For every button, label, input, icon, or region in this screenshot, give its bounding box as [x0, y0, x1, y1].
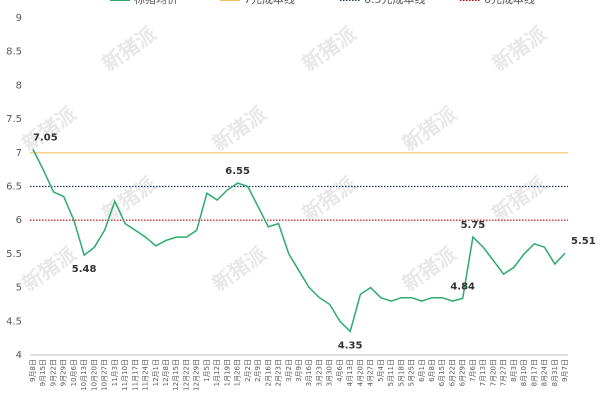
x-tick-label: 1月19日 — [223, 359, 231, 386]
x-tick-label: 10月27日 — [101, 359, 109, 391]
x-tick-label: 9月29日 — [60, 359, 68, 386]
value-label: 4.35 — [338, 340, 363, 351]
y-tick-label: 6 — [16, 215, 22, 226]
watermark: 新猪派 — [98, 21, 162, 76]
x-tick-label: 10月20日 — [90, 359, 98, 391]
value-label: 7.05 — [33, 132, 58, 143]
y-tick-label: 9 — [16, 13, 22, 24]
x-tick-label: 7月20日 — [489, 359, 497, 386]
x-tick-label: 11月24日 — [142, 359, 150, 391]
x-tick-label: 4月20日 — [356, 359, 364, 386]
x-tick-label: 5月4日 — [377, 359, 385, 382]
x-tick-label: 6月15日 — [438, 359, 446, 386]
value-label: 5.75 — [461, 220, 486, 231]
x-tick-label: 6月22日 — [448, 359, 456, 386]
x-tick-label: 5月25日 — [408, 359, 416, 386]
x-tick-label: 4月6日 — [336, 359, 344, 382]
x-tick-label: 8月24日 — [541, 359, 549, 386]
value-label: 5.51 — [571, 236, 596, 247]
x-tick-label: 11月3日 — [111, 359, 119, 386]
watermark: 新猪派 — [488, 21, 552, 76]
value-label: 4.84 — [450, 281, 475, 292]
x-tick-label: 11月17日 — [131, 359, 139, 391]
x-tick-label: 3月2日 — [285, 359, 293, 382]
x-tick-label: 2月23日 — [275, 359, 283, 386]
x-tick-label: 2月9日 — [254, 359, 262, 382]
y-tick-label: 7.5 — [6, 114, 22, 125]
x-tick-label: 5月18日 — [397, 359, 405, 386]
y-tick-label: 5 — [16, 283, 22, 294]
x-tick-label: 3月16日 — [305, 359, 313, 386]
x-tick-label: 8月3日 — [510, 359, 518, 382]
x-tick-label: 10月6日 — [70, 359, 78, 386]
x-tick-label: 2月16日 — [264, 359, 272, 386]
x-tick-label: 6月8日 — [428, 359, 436, 382]
x-tick-label: 7月13日 — [479, 359, 487, 386]
x-tick-label: 7月6日 — [469, 359, 477, 382]
watermark: 新猪派 — [398, 101, 462, 156]
x-tick-label: 3月9日 — [295, 359, 303, 382]
x-tick-label: 1月26日 — [234, 359, 242, 386]
watermark: 新猪派 — [298, 21, 362, 76]
value-label: 6.55 — [225, 166, 250, 177]
x-tick-label: 12月22日 — [182, 359, 190, 391]
x-tick-label: 1月12日 — [213, 359, 221, 386]
x-tick-label: 12月15日 — [172, 359, 180, 391]
x-tick-label: 12月29日 — [193, 359, 201, 391]
x-tick-label: 9月15日 — [39, 359, 47, 386]
y-tick-label: 6.5 — [6, 182, 22, 193]
legend-label: 7元成本线 — [244, 0, 295, 6]
x-tick-label: 12月8日 — [162, 359, 170, 386]
x-tick-label: 6月1日 — [418, 359, 426, 382]
x-tick-label: 4月13日 — [346, 359, 354, 386]
value-label: 5.48 — [72, 264, 97, 275]
watermark: 新猪派 — [488, 171, 552, 226]
x-tick-label: 9月22日 — [49, 359, 57, 386]
x-tick-label: 8月10日 — [520, 359, 528, 386]
x-tick-label: 1月5日 — [203, 359, 211, 382]
x-tick-label: 7月27日 — [500, 359, 508, 386]
y-tick-label: 8.5 — [6, 47, 22, 58]
x-tick-label: 9月8日 — [29, 359, 37, 382]
x-tick-label: 3月23日 — [315, 359, 323, 386]
x-tick-label: 3月30日 — [326, 359, 334, 386]
watermark: 新猪派 — [18, 101, 82, 156]
x-tick-label: 8月31日 — [551, 359, 559, 386]
x-tick-label: 9月7日 — [561, 359, 569, 382]
legend-label: 标猪均价 — [134, 0, 178, 6]
y-tick-label: 8 — [16, 80, 22, 91]
legend-label: 6元成本线 — [484, 0, 535, 6]
price-line — [32, 149, 566, 333]
y-tick-label: 7 — [16, 148, 22, 159]
x-tick-label: 8月17日 — [530, 359, 538, 386]
watermark: 新猪派 — [298, 171, 362, 226]
x-tick-label: 11月10日 — [121, 359, 129, 391]
x-tick-label: 2月2日 — [244, 359, 252, 382]
x-tick-label: 4月27日 — [367, 359, 375, 386]
y-tick-label: 5.5 — [6, 249, 22, 260]
y-tick-label: 4 — [16, 350, 22, 361]
watermark: 新猪派 — [208, 241, 272, 296]
x-tick-label: 12月1日 — [152, 359, 160, 386]
x-tick-label: 6月29日 — [459, 359, 467, 386]
legend-label: 6.5元成本线 — [364, 0, 426, 6]
y-tick-label: 4.5 — [6, 316, 22, 327]
x-tick-label: 10月13日 — [80, 359, 88, 391]
x-tick-label: 5月11日 — [387, 359, 395, 386]
watermark: 新猪派 — [208, 101, 272, 156]
watermark: 新猪派 — [98, 171, 162, 226]
